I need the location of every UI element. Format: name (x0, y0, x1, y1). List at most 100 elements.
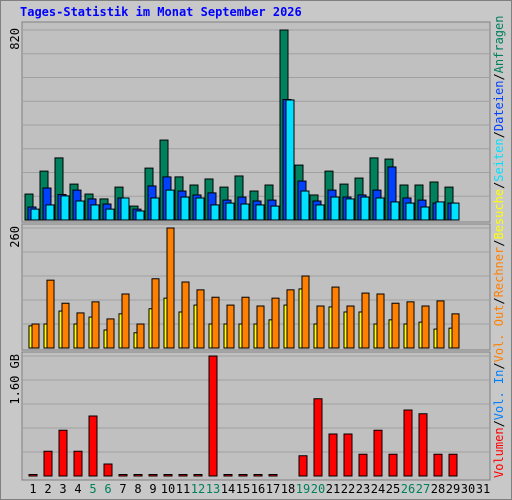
bar (105, 208, 115, 221)
bar (375, 197, 385, 221)
bar (195, 197, 205, 221)
bar (118, 474, 128, 477)
y-tick-label: 1.60 GB (8, 354, 22, 405)
x-tick-label: 16 (251, 482, 265, 496)
bar (180, 196, 190, 221)
x-tick-label: 21 (326, 482, 340, 496)
bar (58, 429, 68, 477)
bar (433, 453, 443, 477)
bar (181, 281, 190, 349)
x-tick-label: 12 (191, 482, 205, 496)
legend-entry: Seiten (492, 138, 506, 181)
bar (88, 415, 98, 477)
bar (31, 323, 40, 349)
bar (223, 474, 233, 477)
x-tick-label: 9 (149, 482, 156, 496)
bar (405, 202, 415, 221)
x-tick-label: 17 (266, 482, 280, 496)
bar (60, 195, 70, 221)
bar (238, 474, 248, 477)
bar (121, 293, 130, 349)
x-tick-label: 18 (281, 482, 295, 496)
legend-separator: / (492, 73, 506, 80)
bar (90, 204, 100, 221)
bar (388, 453, 398, 477)
bar (298, 455, 308, 477)
x-tick-label: 13 (206, 482, 220, 496)
legend-separator: / (492, 420, 506, 427)
x-tick-label: 8 (134, 482, 141, 496)
bar (421, 305, 430, 349)
legend-entry: Volumen (492, 427, 506, 478)
bar (135, 210, 145, 221)
y-tick-label: 820 (8, 28, 22, 50)
x-tick-label: 2 (44, 482, 51, 496)
bar (45, 204, 55, 221)
bar (256, 305, 265, 349)
bar (328, 433, 338, 477)
x-tick-label: 4 (74, 482, 81, 496)
x-tick-label: 15 (236, 482, 250, 496)
bar (285, 99, 295, 221)
bar (373, 429, 383, 477)
bar (163, 474, 173, 477)
bar (391, 302, 400, 349)
x-tick-label: 30 (461, 482, 475, 496)
bar (420, 206, 430, 221)
bar (253, 474, 263, 477)
bar (61, 302, 70, 349)
bar (75, 200, 85, 221)
bar (255, 204, 265, 221)
bar (178, 474, 188, 477)
x-tick-label: 28 (431, 482, 445, 496)
x-tick-label: 23 (356, 482, 370, 496)
bar (390, 201, 400, 221)
panel (21, 21, 491, 223)
bar (46, 279, 55, 349)
x-tick-label: 3 (59, 482, 66, 496)
bar (270, 205, 280, 221)
x-tick-label: 27 (416, 482, 430, 496)
bar (226, 304, 235, 349)
x-tick-label: 1 (29, 482, 36, 496)
bar (210, 204, 220, 221)
bar (435, 201, 445, 221)
legend-separator: / (492, 182, 506, 189)
legend-entry: Dateien (492, 81, 506, 132)
bar (91, 301, 100, 349)
bar (165, 189, 175, 221)
legend: Volumen/Vol. In/Vol. Out/Rechner/Besuche… (492, 16, 506, 478)
bar (300, 190, 310, 221)
bar (73, 450, 83, 477)
bar (268, 474, 278, 477)
bar (361, 292, 370, 349)
bar (345, 198, 355, 221)
legend-entry: Vol. In (492, 370, 506, 421)
legend-entry: Rechner (492, 247, 506, 298)
bar (193, 474, 203, 477)
bar (43, 450, 53, 477)
x-tick-label: 6 (104, 482, 111, 496)
bar (136, 323, 145, 349)
bar (151, 278, 160, 349)
bar (436, 300, 445, 349)
bar (403, 409, 413, 477)
bar (418, 413, 428, 477)
bar (360, 196, 370, 221)
bar (330, 196, 340, 221)
x-tick-label: 22 (341, 482, 355, 496)
bar (208, 355, 218, 477)
x-tick-label: 25 (386, 482, 400, 496)
bar (103, 463, 113, 477)
x-tick-label: 24 (371, 482, 385, 496)
x-tick-label: 10 (161, 482, 175, 496)
legend-entry: Vol. Out (492, 305, 506, 363)
bar (166, 227, 175, 349)
bar (450, 202, 460, 221)
legend-separator: / (492, 240, 506, 247)
y-tick-label: 260 (8, 226, 22, 248)
bar (106, 318, 115, 349)
bar (376, 293, 385, 349)
bar (150, 197, 160, 221)
bar (225, 202, 235, 221)
